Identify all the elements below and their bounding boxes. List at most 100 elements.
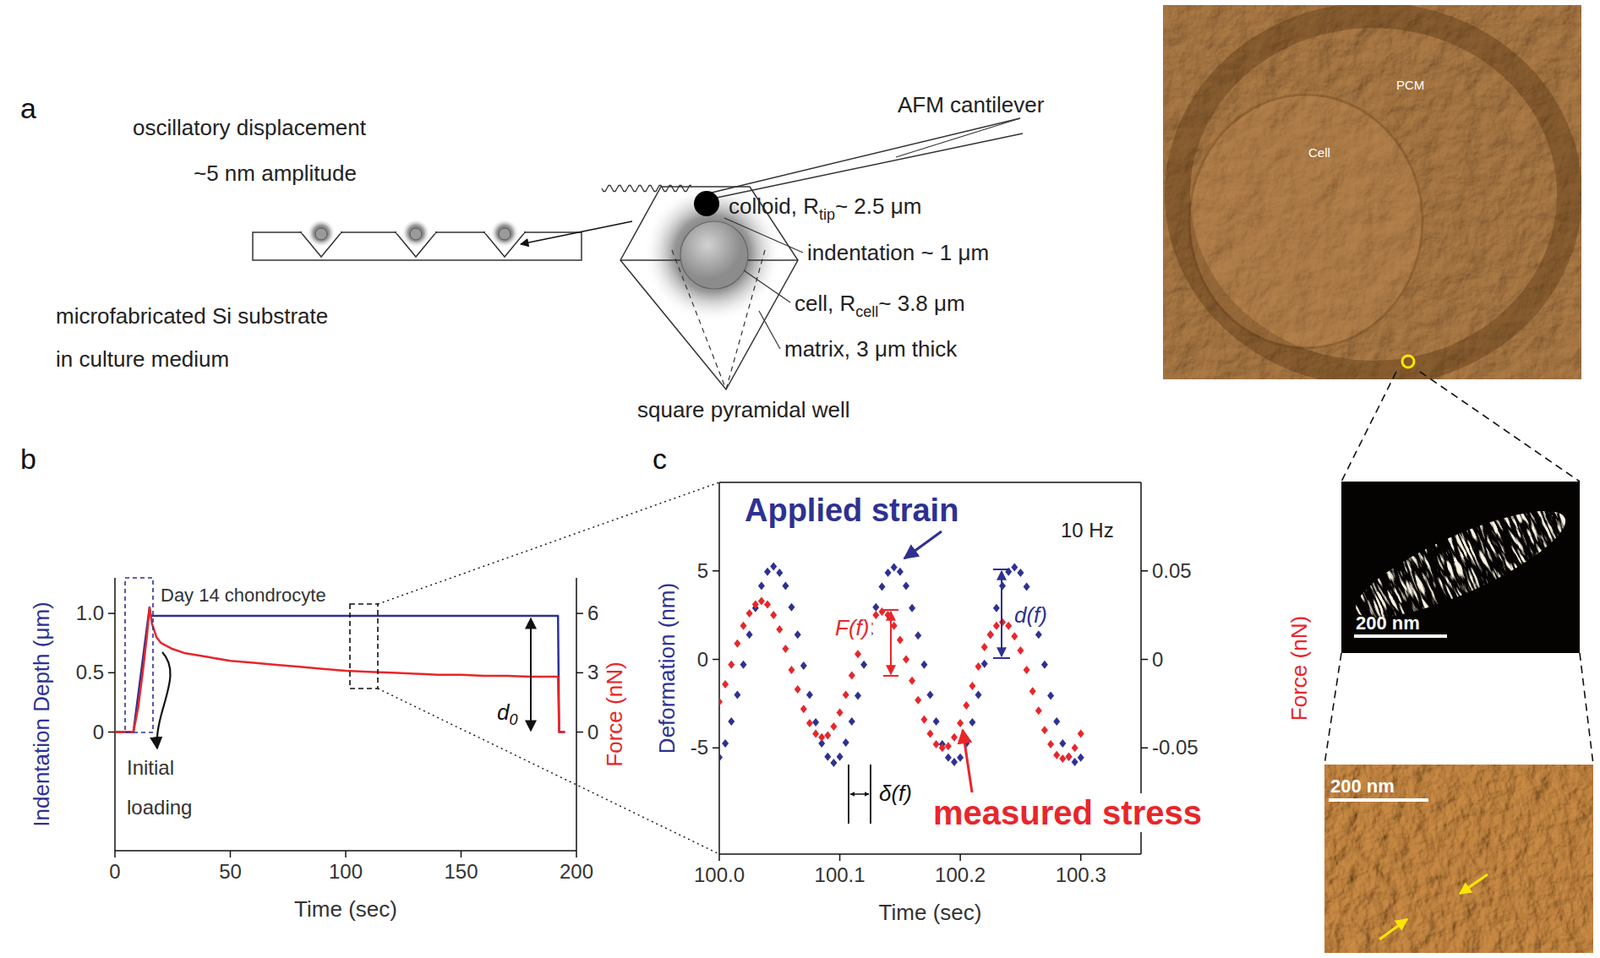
data-point [896, 567, 904, 577]
data-point [830, 759, 837, 768]
data-point [830, 722, 837, 732]
label-patch [832, 614, 872, 642]
y-tick-label: 0 [697, 648, 709, 672]
zoom-box [349, 604, 378, 689]
double-arrow [1000, 571, 1003, 657]
x-tick-label: 100 [328, 860, 363, 884]
data-point [914, 696, 922, 705]
afm-tint [1163, 5, 1582, 380]
data-point [1053, 717, 1060, 727]
data-point [719, 753, 723, 762]
data-point [740, 660, 748, 670]
data-point [993, 622, 1000, 631]
leader-line [759, 311, 781, 350]
afm-tint [1324, 764, 1594, 954]
label-part: ~ 2.5 μm [835, 193, 922, 219]
x-tick-label: 200 [559, 860, 594, 884]
annotation: δ(f) [879, 780, 912, 807]
data-point [872, 603, 880, 612]
data-point [902, 655, 910, 665]
cell [498, 228, 511, 241]
afm-image [1163, 5, 1582, 380]
annotation: F(f) [835, 615, 869, 641]
arrow [1459, 874, 1488, 895]
data-point [775, 568, 783, 578]
data-point [1016, 568, 1024, 578]
y-tick-label: 5 [697, 559, 709, 583]
arrow [1379, 919, 1408, 940]
data-point [860, 660, 868, 670]
data-point [956, 753, 964, 763]
y-tick-label: 0 [92, 720, 104, 744]
data-point [1053, 751, 1060, 760]
data-point [890, 563, 898, 573]
y2-axis-title: Force (nN) [1286, 616, 1312, 721]
y-axis [718, 482, 721, 855]
label-part: tip [819, 206, 836, 224]
data-point [1029, 687, 1037, 696]
zoom-connector [377, 482, 720, 605]
afm-features [1177, 15, 1570, 374]
arrow [962, 730, 973, 793]
double-arrow [529, 618, 532, 732]
data-point [920, 715, 928, 725]
data-point [781, 644, 789, 654]
data-point [764, 567, 771, 577]
y-axis-title: Deformation (nm) [654, 583, 680, 754]
data-point [727, 660, 735, 670]
data-point [908, 677, 916, 686]
y2-axis [575, 578, 578, 852]
y2-tick [1141, 659, 1148, 661]
x-tick-label: 100.2 [934, 863, 986, 887]
data-point [721, 739, 729, 749]
label: in culture medium [55, 346, 230, 372]
plot-area [114, 607, 565, 733]
label: matrix, 3 μm thick [784, 336, 958, 362]
y-axis-title: Indentation Depth (μm) [28, 601, 55, 827]
data-point [812, 718, 820, 727]
data-point [781, 582, 789, 591]
label: square pyramidal well [637, 397, 850, 423]
data-point [812, 730, 820, 739]
y2-tick-label: 6 [587, 601, 599, 625]
y2-tick-label: 0.05 [1152, 559, 1192, 583]
annotations-b: Day 14 chondrocyteInitialloadingd0 [125, 482, 720, 855]
fibrils [1307, 453, 1600, 678]
data-point [968, 718, 976, 727]
label: microfabricated Si substrate [55, 303, 328, 329]
data-point [927, 690, 934, 699]
data-point [746, 630, 754, 639]
y-tick [108, 672, 115, 675]
data-point [775, 625, 783, 634]
data-point [769, 611, 777, 620]
data-point [1065, 753, 1073, 762]
y2-tick [1141, 748, 1148, 750]
matrix-shading [306, 218, 336, 248]
data-point [848, 717, 856, 727]
label: ~5 nm amplitude [193, 160, 357, 186]
data-point [794, 685, 802, 694]
x-axis-title: Time (sec) [879, 900, 983, 926]
x-tick [460, 851, 463, 858]
data-point [800, 661, 808, 671]
data-point [733, 690, 741, 699]
label-part: ~ 3.8 μm [878, 290, 965, 317]
annotation: Day 14 chondrocyte [160, 584, 327, 607]
data-point [1010, 563, 1018, 573]
arrow-cap [883, 609, 899, 612]
annotation: loading [126, 796, 192, 820]
data-point [939, 743, 946, 753]
label: colloid, Rtip~ 2.5 μm [728, 193, 922, 224]
data-point [854, 649, 862, 659]
data-point [1023, 666, 1031, 675]
arrow-cap [883, 675, 899, 678]
data-point [908, 604, 916, 613]
data-point [1041, 660, 1049, 670]
data-point [800, 704, 808, 714]
y2-tick [576, 672, 584, 675]
y-tick [712, 748, 720, 750]
x-tick [839, 854, 841, 862]
x-tick-label: 50 [218, 860, 242, 884]
y-tick [108, 612, 115, 615]
annotation: d0 [496, 699, 518, 729]
